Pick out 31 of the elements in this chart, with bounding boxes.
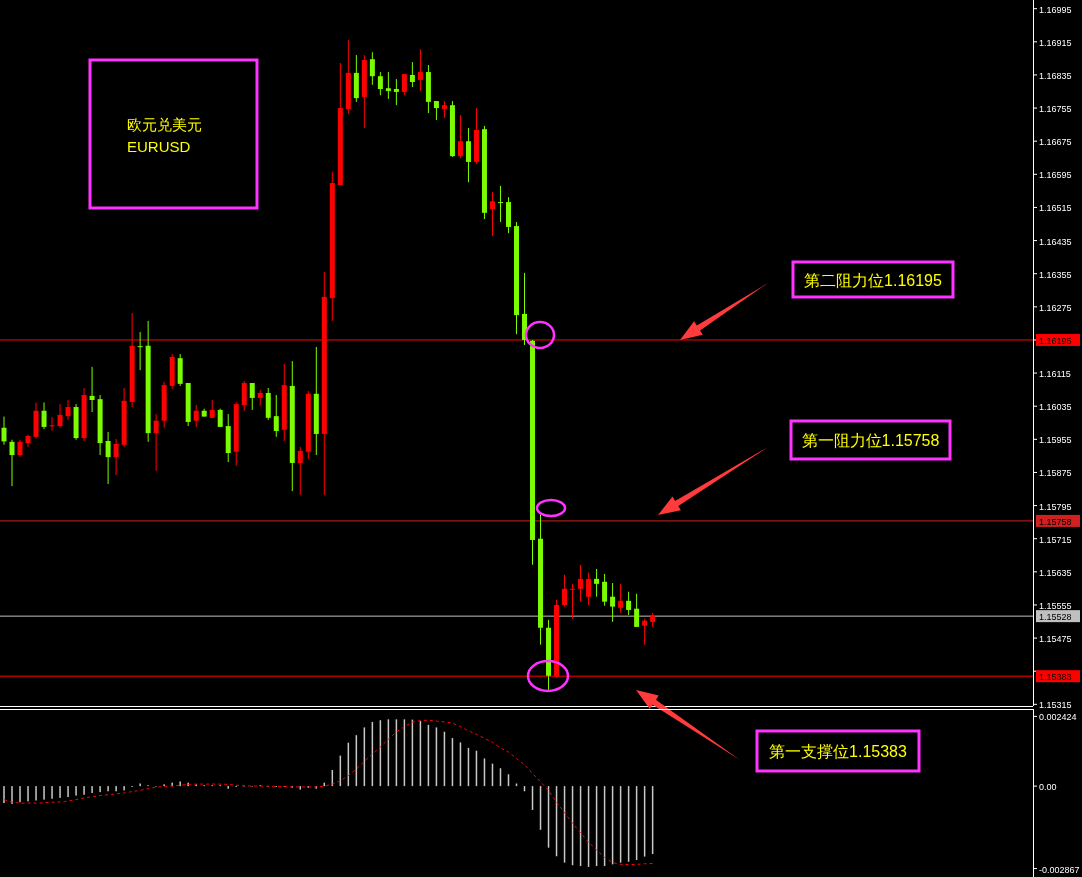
y-tick-label: 1.15475 [1039, 634, 1072, 645]
y-tick-label: 0.00 [1039, 782, 1057, 793]
y-tick-label: 1.16355 [1039, 269, 1072, 280]
annotation: 第一支撑位1.15383 [769, 743, 908, 760]
y-tick-label: 1.16675 [1039, 137, 1072, 148]
y-tick-label: 1.16035 [1039, 402, 1072, 413]
y-tick-label: 0.002424 [1039, 712, 1077, 723]
y-tick-label: 1.16595 [1039, 170, 1072, 181]
annotation: 第二阻力位1.16195 [804, 271, 943, 289]
y-tick-label: 1.16115 [1039, 369, 1071, 380]
ref-line-label: 1.15383 [1039, 672, 1072, 683]
annotation: 第一阻力位1.15758 [801, 432, 940, 449]
y-tick-label: 1.15555 [1039, 600, 1072, 611]
ref-line-label: 1.15528 [1039, 612, 1072, 623]
y-tick-label: 1.15635 [1039, 567, 1072, 578]
y-tick-label: 1.16995 [1039, 4, 1072, 15]
y-tick-label: -0.002867 [1039, 864, 1080, 875]
y-tick-label: 1.15955 [1039, 435, 1072, 446]
ref-line-label: 1.15758 [1039, 516, 1072, 527]
y-tick-label: 1.15875 [1039, 468, 1072, 479]
y-tick-label: 1.15715 [1039, 534, 1072, 545]
y-tick-label: 1.16435 [1039, 236, 1072, 247]
y-tick-label: 1.15795 [1039, 501, 1072, 512]
ref-line-label: 1.16195 [1039, 335, 1072, 346]
y-tick-label: 1.16275 [1039, 302, 1072, 313]
y-tick-label: 1.16515 [1039, 203, 1072, 214]
y-tick-label: 1.16755 [1039, 104, 1072, 115]
y-tick-label: 1.16915 [1039, 37, 1072, 48]
y-tick-label: 1.15315 [1039, 700, 1072, 711]
annotation: 欧元兑美元 EURUSD [127, 116, 202, 155]
y-tick-label: 1.16835 [1039, 70, 1072, 81]
